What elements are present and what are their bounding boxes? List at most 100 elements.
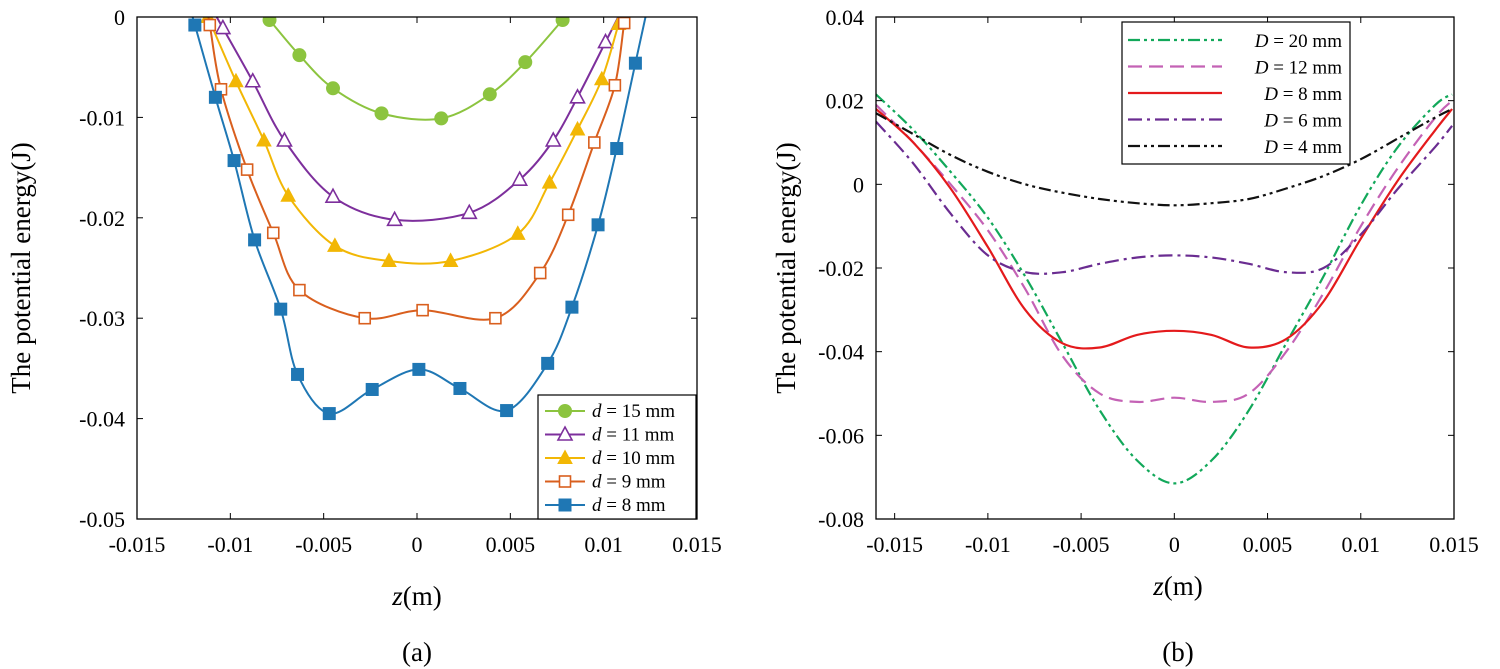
x-axis-label-b: z(m) [1152,571,1203,601]
series-a-4 [188,17,647,421]
data-point-a-3 [533,266,547,280]
data-point-a-4 [541,356,555,370]
data-point-a-2 [509,225,526,240]
legend-marker-a [558,404,572,418]
data-point-a-3 [358,311,372,325]
x-tick-label-b: -0.01 [965,532,1011,557]
x-tick-label-a: 0 [412,532,423,557]
data-point-a-0 [482,87,497,102]
y-tick-label-b: -0.08 [818,507,864,532]
x-tick-label-a: -0.01 [207,532,253,557]
data-point-a-4 [322,407,336,421]
data-point-a-0 [292,48,307,63]
data-point-a-3 [203,18,217,32]
y-tick-label-a: -0.01 [79,105,125,130]
y-tick-label-b: -0.02 [818,256,864,281]
legend-marker-a [557,449,573,464]
data-point-a-1 [569,88,586,104]
caption-a: (a) [402,637,432,667]
legend-label-b: D = 20 mm [1254,31,1342,52]
data-point-a-0 [374,106,389,121]
legend-marker-a [556,425,574,441]
series-line-b-4 [876,108,1453,207]
series-line-a-2 [206,17,622,265]
x-tick-label-a: 0.015 [672,532,722,557]
data-point-a-3 [617,17,631,30]
data-point-a-1 [511,170,529,186]
legend-marker-a [558,498,572,512]
data-point-a-0 [434,111,449,126]
data-point-a-4 [274,302,288,316]
x-tick-label-b: -0.015 [866,532,923,557]
data-point-a-2 [593,70,610,86]
x-tick-label-a: 0.01 [584,532,623,557]
legend-label-b: D = 8 mm [1263,84,1342,105]
data-point-a-2 [541,174,558,189]
x-tick-label-a: 0.005 [486,532,536,557]
data-point-a-3 [608,78,622,92]
data-point-a-1 [544,131,562,147]
data-point-a-4 [291,367,305,381]
data-point-a-1 [324,187,342,204]
legend-label-a: d = 8 mm [592,495,666,516]
series-line-a-4 [191,17,647,415]
series-line-b-0 [876,93,1453,485]
y-tick-label-b: 0 [853,172,864,197]
data-point-a-2 [228,72,244,88]
data-point-a-1 [214,18,232,35]
data-point-a-0 [262,17,277,28]
y-tick-label-b: 0.02 [826,89,865,114]
data-point-a-1 [386,210,403,227]
x-tick-label-b: 0.005 [1243,532,1293,557]
legend-marker-a [558,475,572,488]
x-tick-label-a: -0.015 [109,532,166,557]
x-tick-label-a: -0.005 [295,532,352,557]
data-point-a-4 [227,154,241,168]
series-a-3 [203,17,631,325]
series-a-2 [200,17,627,267]
data-point-a-4 [248,233,262,247]
data-point-a-0 [555,17,570,28]
legend-a: d = 15 mm d = 11 mmd = 10 mm d = 9 mmd = 8… [537,394,697,520]
data-point-a-3 [266,226,280,240]
data-point-a-3 [489,311,502,325]
y-tick-label-a: -0.04 [79,407,125,432]
y-tick-label-b: -0.06 [818,423,864,448]
legend-label-a: d = 9 mm [592,472,666,493]
data-point-a-4 [500,404,514,418]
legend-b: D = 20 mm D = 12 mm D = 8 mm D = 6 mm D = 4 … [1121,21,1351,165]
y-tick-label-a: -0.05 [79,507,125,532]
data-point-a-2 [442,252,459,267]
chart-panel-a: -0.015 -0.01 -0.005 0 0.005 0.01 0.015 0 -0.01 -0… [6,5,722,667]
y-tick-label-a: -0.03 [79,306,125,331]
legend-label-a: d = 15 mm [592,401,675,422]
data-point-a-2 [381,252,397,267]
y-axis-label-a: The potential energy(J) [6,142,36,393]
data-point-a-2 [327,237,343,252]
data-point-a-4 [591,218,605,232]
data-point-a-1 [276,131,293,147]
chart-panel-b: -0.015 -0.01 -0.005 0 0.005 0.01 0.015 0.04 0.02… [771,5,1479,667]
legend-label-a: d = 11 mm [592,425,675,446]
legend-label-b: D = 4 mm [1263,137,1342,158]
data-point-a-1 [244,72,262,88]
caption-b: (b) [1162,637,1193,667]
legend-label-b: D = 6 mm [1263,111,1342,132]
x-axis-label-a: z(m) [391,581,442,611]
data-point-a-1 [597,32,614,49]
y-tick-label-b: 0.04 [826,5,865,30]
data-point-a-2 [280,187,297,202]
series-line-a-1 [215,17,620,222]
data-point-a-3 [561,208,575,222]
data-point-a-2 [569,120,586,136]
legend-label-a: d = 10 mm [592,448,675,469]
data-point-a-4 [628,56,642,70]
ticks-b: -0.015 -0.01 -0.005 0 0.005 0.01 0.015 0.04 0.02… [818,5,1479,557]
y-tick-label-b: -0.04 [818,340,864,365]
series-layer-b [876,93,1453,485]
x-tick-label-b: -0.005 [1053,532,1110,557]
data-point-a-4 [610,142,624,156]
series-a-0 [262,17,570,126]
data-point-a-4 [365,382,379,396]
data-point-a-0 [518,55,533,70]
